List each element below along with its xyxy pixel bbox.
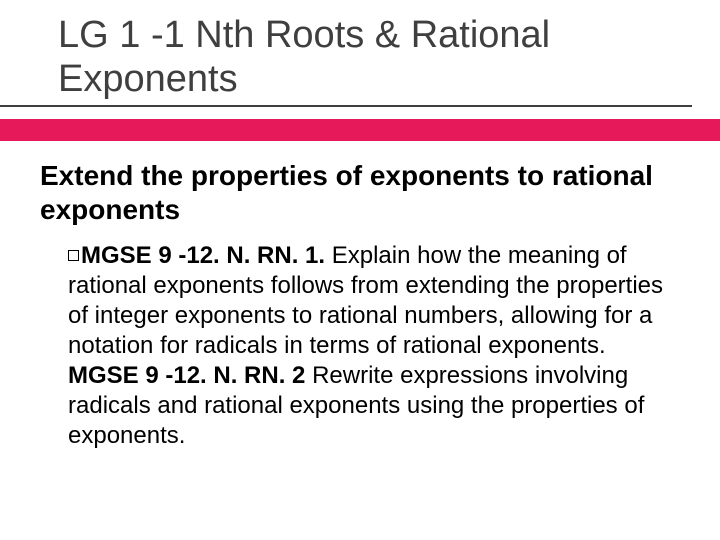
slide-subtitle: Extend the properties of exponents to ra… xyxy=(40,159,680,226)
slide-title: LG 1 -1 Nth Roots & Rational Exponents xyxy=(0,0,692,107)
standard-text: MGSE 9 -12. N. RN. 1. Explain how the me… xyxy=(40,241,680,451)
standard-code-2: MGSE 9 -12. N. RN. 2 xyxy=(68,362,305,389)
standard-code-1: MGSE 9 -12. N. RN. 1. xyxy=(81,242,325,269)
accent-bar xyxy=(0,119,720,141)
slide-body: Extend the properties of exponents to ra… xyxy=(0,141,720,450)
square-bullet-icon xyxy=(68,250,79,261)
